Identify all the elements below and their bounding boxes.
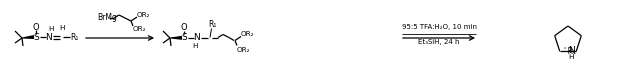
- Text: OR₂: OR₂: [236, 46, 250, 52]
- Text: OR₂: OR₂: [132, 26, 146, 32]
- Text: OR₂: OR₂: [136, 12, 150, 18]
- Text: N: N: [568, 46, 575, 55]
- Text: O: O: [33, 22, 39, 32]
- Polygon shape: [170, 36, 182, 40]
- Text: R₁: R₁: [208, 20, 216, 29]
- Text: R₁: R₁: [70, 32, 78, 42]
- Text: S: S: [33, 32, 39, 42]
- Text: N: N: [194, 33, 200, 42]
- Text: BrMg: BrMg: [97, 14, 117, 22]
- Text: H: H: [192, 42, 198, 48]
- Text: Et₃SiH, 24 h: Et₃SiH, 24 h: [418, 39, 460, 45]
- Polygon shape: [209, 28, 212, 38]
- Text: ' R₁: ' R₁: [564, 47, 576, 56]
- Text: N: N: [46, 32, 53, 42]
- Text: O: O: [180, 23, 187, 32]
- Text: 95:5 TFA:H₂O, 10 min: 95:5 TFA:H₂O, 10 min: [401, 24, 476, 30]
- Text: S: S: [181, 33, 187, 42]
- Text: H: H: [59, 25, 65, 31]
- Text: OR₂: OR₂: [240, 32, 254, 38]
- Text: H: H: [48, 26, 54, 32]
- Text: H: H: [568, 54, 574, 60]
- Polygon shape: [22, 35, 34, 39]
